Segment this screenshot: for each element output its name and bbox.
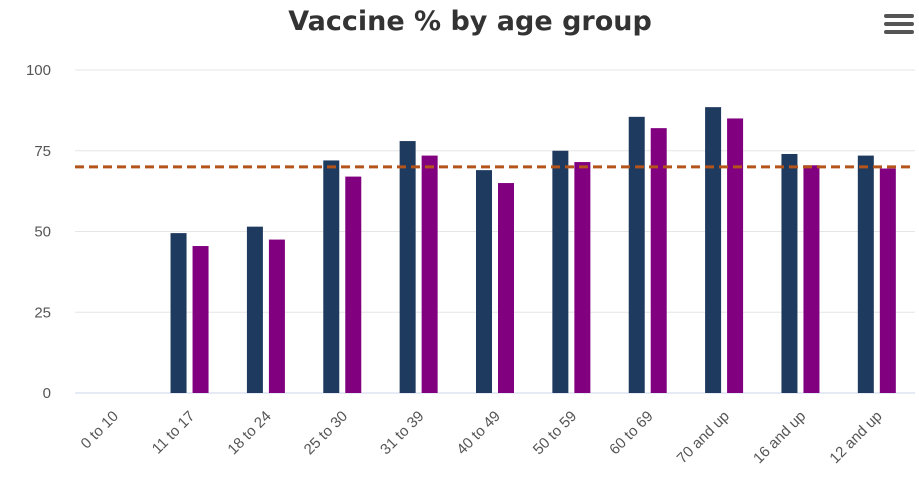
x-tick-label: 12 and up	[826, 408, 885, 467]
x-tick-label: 60 to 69	[606, 408, 656, 458]
x-tick-label: 0 to 10	[78, 408, 122, 452]
bar[interactable]	[857, 155, 874, 393]
x-tick-label: 40 to 49	[453, 408, 503, 458]
y-tick-label: 75	[34, 143, 51, 160]
bar[interactable]	[552, 150, 569, 393]
x-axis-ticks: 0 to 10 11 to 17 18 to 24 25 to 30 31 to 39 4…	[78, 408, 886, 467]
bar[interactable]	[192, 246, 209, 393]
bar[interactable]	[781, 153, 798, 393]
hamburger-menu-icon[interactable]	[884, 14, 914, 40]
bar[interactable]	[705, 107, 722, 394]
bar[interactable]	[476, 170, 492, 393]
bar[interactable]	[399, 141, 416, 393]
bar[interactable]	[345, 176, 362, 393]
x-tick-label: 31 to 39	[377, 408, 427, 458]
bar[interactable]	[574, 162, 591, 393]
x-tick-label: 18 to 24	[224, 408, 274, 458]
bars	[170, 107, 896, 394]
bar[interactable]	[170, 233, 187, 393]
bar[interactable]	[246, 226, 263, 393]
bar[interactable]	[803, 165, 820, 393]
x-tick-label: 50 to 59	[530, 408, 580, 458]
x-tick-label: 25 to 30	[301, 408, 351, 458]
x-tick-label: 11 to 17	[149, 408, 199, 458]
x-tick-label: 16 and up	[750, 408, 809, 467]
y-tick-label: 25	[34, 304, 51, 321]
bar[interactable]	[268, 239, 285, 393]
bar[interactable]	[879, 168, 896, 393]
y-tick-label: 50	[34, 224, 51, 241]
bar[interactable]	[628, 116, 645, 394]
y-tick-label: 100	[26, 62, 51, 79]
y-axis-ticks: 0 25 50 75 100	[26, 62, 51, 402]
y-tick-label: 0	[43, 385, 51, 402]
bar[interactable]	[650, 128, 667, 393]
bar[interactable]	[727, 118, 744, 393]
bar[interactable]	[323, 160, 340, 393]
bar[interactable]	[421, 155, 438, 393]
chart-title: Vaccine % by age group	[288, 6, 652, 37]
bar[interactable]	[498, 183, 514, 393]
x-tick-label: 70 and up	[674, 408, 733, 467]
gridlines	[75, 69, 915, 394]
